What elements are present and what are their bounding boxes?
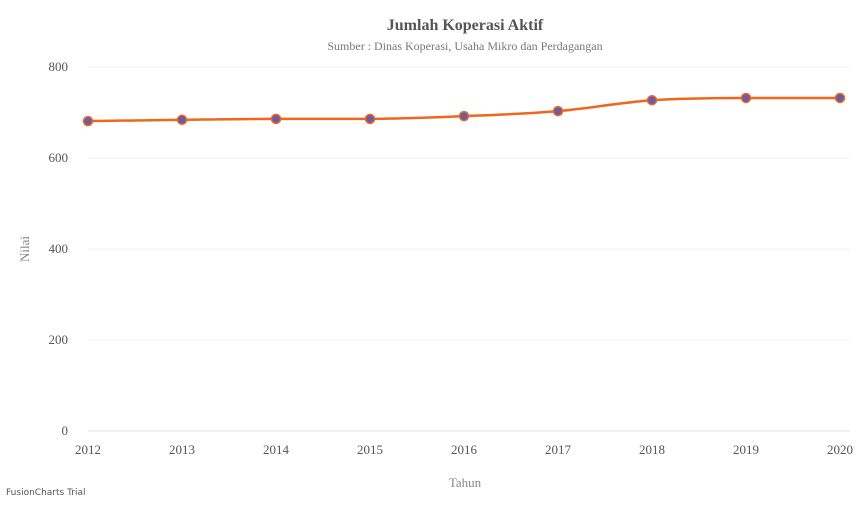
y-tick-label: 200 bbox=[49, 332, 69, 347]
x-tick-label: 2017 bbox=[545, 442, 572, 457]
y-tick-label: 0 bbox=[62, 423, 69, 438]
data-point[interactable] bbox=[270, 113, 282, 125]
gridlines bbox=[88, 66, 850, 432]
data-points bbox=[82, 92, 846, 127]
data-point[interactable] bbox=[552, 105, 564, 117]
y-tick-label: 600 bbox=[49, 150, 69, 165]
x-tick-label: 2020 bbox=[827, 442, 853, 457]
data-point[interactable] bbox=[458, 110, 470, 122]
x-axis-ticks: 2012 2013 2014 2015 2016 2017 2018 2019 2020 bbox=[75, 442, 853, 457]
x-tick-label: 2012 bbox=[75, 442, 101, 457]
data-point[interactable] bbox=[740, 92, 752, 104]
chart-title: Jumlah Koperasi Aktif bbox=[387, 17, 544, 34]
data-point[interactable] bbox=[834, 92, 846, 104]
data-point[interactable] bbox=[646, 94, 658, 106]
x-tick-label: 2018 bbox=[639, 442, 665, 457]
watermark-label: FusionCharts Trial bbox=[6, 488, 86, 498]
data-point[interactable] bbox=[82, 115, 94, 127]
data-point[interactable] bbox=[364, 113, 376, 125]
x-tick-label: 2013 bbox=[169, 442, 195, 457]
chart-subtitle: Sumber : Dinas Koperasi, Usaha Mikro dan… bbox=[327, 39, 602, 53]
y-axis-ticks: 0 200 400 600 800 bbox=[49, 59, 69, 438]
x-tick-label: 2019 bbox=[733, 442, 759, 457]
data-point[interactable] bbox=[176, 114, 188, 126]
x-tick-label: 2015 bbox=[357, 442, 383, 457]
y-axis-title: Nilai bbox=[17, 236, 32, 262]
x-tick-label: 2014 bbox=[263, 442, 290, 457]
x-tick-label: 2016 bbox=[451, 442, 478, 457]
x-axis-title: Tahun bbox=[449, 475, 482, 490]
y-tick-label: 400 bbox=[49, 241, 69, 256]
y-tick-label: 800 bbox=[49, 59, 69, 74]
